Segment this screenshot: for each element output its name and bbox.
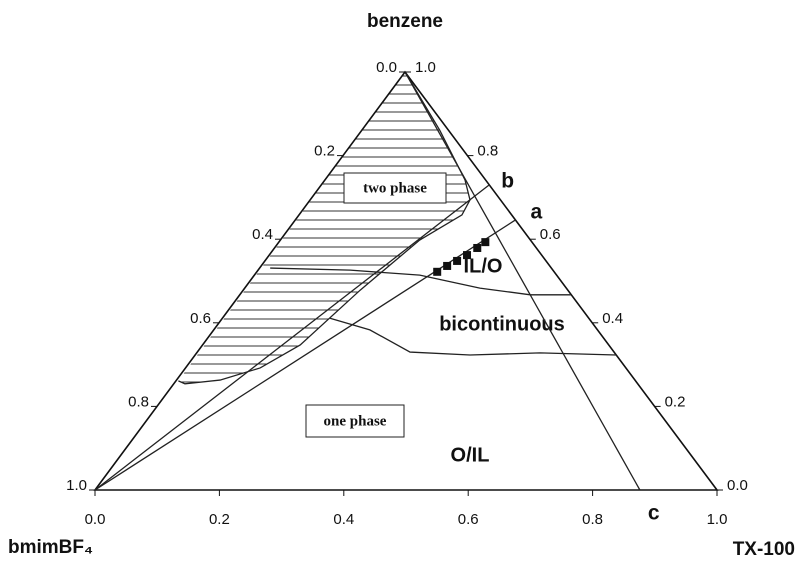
vertex-label: benzene: [367, 11, 443, 32]
tick-label: 0.8: [128, 393, 149, 410]
region-label: two phase: [363, 180, 427, 196]
tick-label: 0.0: [376, 59, 397, 76]
region-box: [305, 404, 405, 438]
triangle: [93, 70, 719, 491]
data-point: [473, 243, 482, 252]
data-point: [481, 238, 490, 247]
tick-label: 0.6: [190, 310, 211, 327]
region-label: bicontinuous: [439, 313, 565, 335]
tick-label: 0.6: [540, 226, 561, 243]
tick-label: 0.8: [477, 143, 498, 160]
region-label: one phase: [324, 413, 387, 429]
tick-label: 0.6: [458, 511, 479, 528]
tick-label: 1.0: [707, 511, 728, 528]
vertex-label: bmimBF₄: [8, 537, 93, 558]
tick-label: 1.0: [66, 477, 87, 494]
tick-label: 0.2: [314, 143, 335, 160]
region-box: [343, 172, 447, 204]
data-point: [463, 251, 472, 260]
tick-label: 0.0: [727, 477, 748, 494]
line-label: a: [530, 201, 542, 224]
data-point: [443, 261, 452, 270]
data-point: [453, 256, 462, 265]
phase-boundary: [329, 317, 617, 356]
line-label: b: [501, 169, 514, 192]
tick-label: 0.2: [209, 511, 230, 528]
tick-label: 0.0: [85, 511, 106, 528]
hatch: [178, 75, 470, 383]
tick-label: 0.8: [582, 511, 603, 528]
phase-boundary: [270, 267, 572, 296]
region-label: IL/O: [464, 255, 503, 277]
region-label: O/IL: [451, 444, 490, 466]
vertex-label: TX-100: [733, 539, 795, 560]
tick-label: 0.2: [665, 393, 686, 410]
dilution-line: [94, 184, 490, 491]
tick-label: 0.4: [602, 310, 623, 327]
line-label: c: [648, 502, 660, 525]
dilution-line: [404, 71, 641, 491]
tick-label: 0.4: [333, 511, 354, 528]
tick-label: 1.0: [415, 59, 436, 76]
tick-label: 0.4: [252, 226, 273, 243]
data-point: [433, 267, 442, 276]
